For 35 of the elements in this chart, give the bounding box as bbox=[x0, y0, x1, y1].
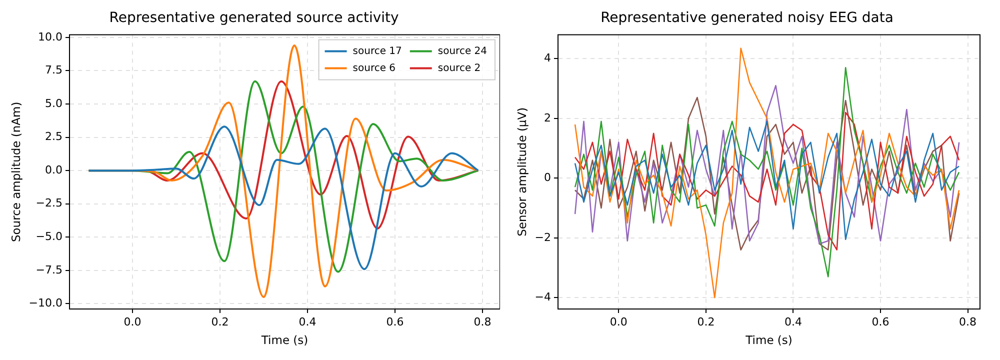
x-tick-label: 0.0 bbox=[610, 315, 628, 328]
y-tick-label: 2 bbox=[544, 111, 552, 124]
y-tick-label: −4 bbox=[534, 290, 552, 304]
x-tick-label: 0.0 bbox=[124, 315, 142, 328]
y-tick-label: 5.0 bbox=[45, 96, 63, 110]
x-axis-title: Time (s) bbox=[744, 333, 792, 348]
y-tick-label: 4 bbox=[544, 52, 552, 65]
y-tick-label: −5.0 bbox=[36, 230, 63, 243]
x-tick-label: 0.4 bbox=[784, 315, 802, 328]
y-tick-label: −2.5 bbox=[36, 196, 63, 210]
y-tick-label: 0 bbox=[544, 171, 552, 184]
y-tick-label: −7.5 bbox=[36, 263, 63, 276]
y-tick-label: 2.5 bbox=[45, 130, 63, 144]
x-tick-label: 0.4 bbox=[298, 315, 316, 328]
y-axis-title: Source amplitude (nAm) bbox=[8, 102, 23, 242]
y-tick-label: 10.0 bbox=[38, 30, 63, 44]
legend-label: source 17 bbox=[352, 46, 402, 57]
y-axis-title: Sensor amplitude (µV) bbox=[514, 107, 529, 236]
x-tick-label: 0.6 bbox=[386, 315, 404, 328]
chart-title: Representative generated source activity bbox=[109, 10, 399, 26]
x-axis-title: Time (s) bbox=[260, 333, 308, 348]
x-tick-label: 0.8 bbox=[474, 315, 492, 328]
chart-title: Representative generated noisy EEG data bbox=[600, 10, 894, 26]
line-series bbox=[88, 126, 480, 270]
legend-label: source 24 bbox=[438, 46, 488, 57]
x-tick-label: 0.6 bbox=[872, 315, 890, 328]
x-tick-label: 0.2 bbox=[697, 315, 715, 328]
y-tick-label: −10.0 bbox=[28, 296, 63, 310]
x-tick-label: 0.8 bbox=[959, 315, 977, 328]
legend-label: source 6 bbox=[352, 62, 396, 74]
y-tick-label: −2 bbox=[534, 230, 552, 244]
x-tick-label: 0.2 bbox=[211, 315, 229, 328]
y-tick-label: 0.0 bbox=[45, 163, 63, 176]
legend-label: source 2 bbox=[438, 62, 481, 74]
y-tick-label: 7.5 bbox=[45, 64, 63, 77]
